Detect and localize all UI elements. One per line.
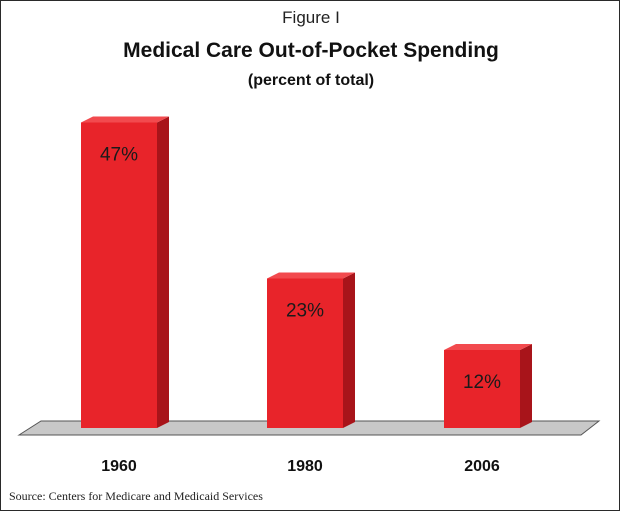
value-label-1980: 23% [286, 301, 324, 322]
bar-side-2006 [520, 344, 532, 428]
bar-1980: 23% [267, 272, 355, 428]
x-tick-label-2006: 2006 [464, 458, 500, 475]
bar-front-1980 [267, 278, 343, 428]
value-label-1960: 47% [100, 145, 138, 166]
bar-top-1980 [267, 272, 355, 279]
x-tick-label-1960: 1960 [101, 458, 137, 475]
bar-top-1960 [81, 116, 169, 123]
source-note: Source: Centers for Medicare and Medicai… [9, 489, 263, 503]
chart-subtitle: (percent of total) [248, 72, 374, 89]
x-tick-label-1980: 1980 [287, 458, 323, 475]
bar-side-1960 [157, 116, 169, 428]
bar-1960: 47% [81, 116, 169, 428]
value-label-2006: 12% [463, 372, 501, 393]
bar-top-2006 [444, 344, 532, 350]
bar-front-1960 [81, 122, 157, 428]
chart-title: Medical Care Out-of-Pocket Spending [123, 39, 499, 62]
bar-front-2006 [444, 350, 520, 428]
bar-side-1980 [343, 272, 355, 428]
bars-group: 47% 23% 12% [81, 116, 532, 428]
figure-label: Figure I [282, 8, 340, 27]
bar-2006: 12% [444, 344, 532, 428]
